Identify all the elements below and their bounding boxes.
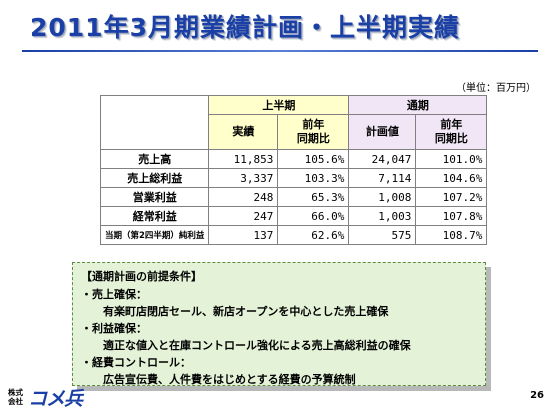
fy-yoy-cell: 107.8% [415, 206, 488, 226]
h1-yoy-cell: 62.6% [277, 225, 350, 245]
h1-actual-cell: 137 [208, 225, 279, 245]
row-label: 売上総利益 [99, 168, 210, 188]
table-corner [99, 95, 210, 150]
fy-yoy-cell: 108.7% [415, 225, 488, 245]
fy-plan-cell: 24,047 [348, 149, 417, 169]
title-divider [22, 50, 538, 52]
row-label: 経常利益 [99, 206, 210, 226]
col-header-h1-yoy: 前年 同期比 [277, 114, 350, 150]
h1-actual-cell: 247 [208, 206, 279, 226]
premise-expense-label: ・経費コントロール： [81, 356, 191, 369]
row-label: 営業利益 [99, 187, 210, 207]
fy-yoy-cell: 101.0% [415, 149, 488, 169]
table-row: 当期（第2四半期）純利益 137 62.6% 575 108.7% [99, 225, 488, 245]
premise-profit-detail: 適正な値入と在庫コントロール強化による売上高総利益の確保 [103, 339, 411, 352]
premises-box: 【通期計画の前提条件】 ・売上確保： 有楽町店閉店セール、新店オープンを中心とし… [72, 262, 486, 386]
table-row: 売上総利益 3,337 103.3% 7,114 104.6% [99, 168, 488, 188]
fy-plan-cell: 7,114 [348, 168, 417, 188]
fy-plan-cell: 575 [348, 225, 417, 245]
h1-actual-cell: 3,337 [208, 168, 279, 188]
fy-yoy-cell: 104.6% [415, 168, 488, 188]
company-logo: 株式会社 コメ兵 [8, 384, 83, 410]
page-title: 2011年3月期業績計画・上半期実績 [30, 13, 460, 42]
premise-expense-detail: 広告宣伝費、人件費をはじめとする経費の予算統制 [103, 373, 356, 386]
premise-sales-label: ・売上確保： [81, 288, 147, 301]
h1-actual-cell: 11,853 [208, 149, 279, 169]
logo-kabushiki: 株式会社 [8, 388, 23, 406]
table-row: 営業利益 248 65.3% 1,008 107.2% [99, 187, 488, 207]
table-row: 売上高 11,853 105.6% 24,047 101.0% [99, 149, 488, 169]
group-header-full-year: 通期 [348, 95, 488, 115]
row-label: 当期（第2四半期）純利益 [99, 225, 210, 245]
page-number: 26 [530, 390, 544, 401]
fy-plan-cell: 1,008 [348, 187, 417, 207]
premise-sales-detail: 有楽町店閉店セール、新店オープンを中心とした売上確保 [103, 305, 389, 318]
col-header-fy-plan: 計画値 [348, 114, 417, 150]
fy-plan-cell: 1,003 [348, 206, 417, 226]
premise-profit-label: ・利益確保： [81, 322, 147, 335]
logo-wordmark: コメ兵 [28, 387, 83, 410]
results-table: 上半期 通期 実績 前年 同期比 計画値 前年 同期比 売上高 11,853 1… [99, 95, 488, 245]
col-header-fy-yoy: 前年 同期比 [415, 114, 488, 150]
fy-yoy-cell: 107.2% [415, 187, 488, 207]
h1-yoy-cell: 66.0% [277, 206, 350, 226]
premises-heading: 【通期計画の前提条件】 [81, 270, 202, 283]
h1-yoy-cell: 103.3% [277, 168, 350, 188]
row-label: 売上高 [99, 149, 210, 169]
table-row: 経常利益 247 66.0% 1,003 107.8% [99, 206, 488, 226]
group-header-first-half: 上半期 [208, 95, 350, 115]
h1-yoy-cell: 65.3% [277, 187, 350, 207]
col-header-h1-actual: 実績 [208, 114, 279, 150]
unit-label: （単位：百万円） [456, 83, 536, 94]
h1-yoy-cell: 105.6% [277, 149, 350, 169]
h1-actual-cell: 248 [208, 187, 279, 207]
